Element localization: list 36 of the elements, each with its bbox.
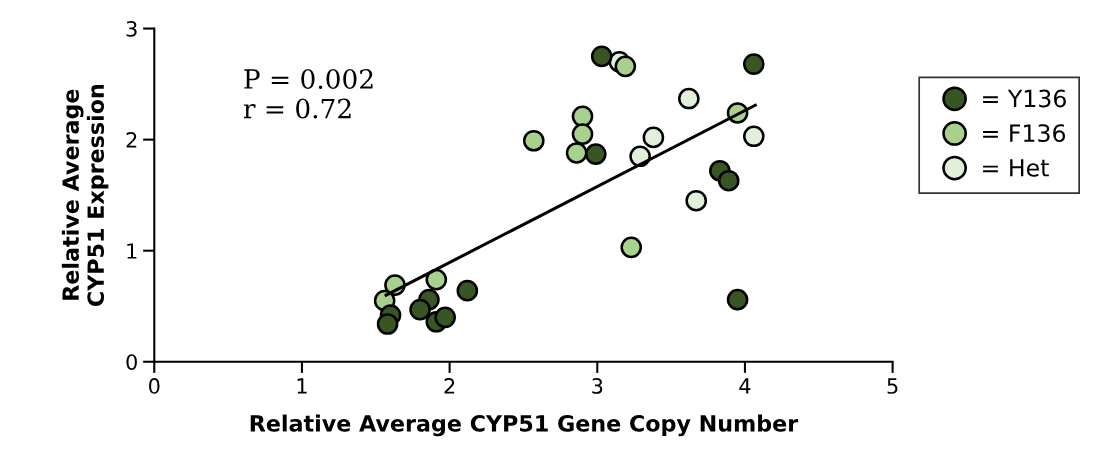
x-tick-label: 2 (444, 378, 455, 394)
point (742, 53, 765, 75)
point (726, 288, 749, 311)
x-tick-label: 0 (149, 378, 160, 394)
point (565, 142, 588, 164)
point (642, 126, 665, 149)
point (685, 189, 708, 212)
y-tick-label: 2 (126, 132, 137, 148)
point (614, 55, 637, 78)
point (434, 306, 457, 329)
y-axis-title: Relative Average CYP51 Expression (61, 84, 109, 307)
x-tick-label: 5 (887, 378, 898, 394)
point (620, 236, 643, 259)
point (717, 169, 740, 192)
y-tick-label: 3 (126, 21, 137, 37)
point (584, 143, 607, 165)
point (571, 123, 594, 145)
point (678, 87, 700, 110)
point (590, 45, 613, 68)
point (742, 125, 765, 148)
legend-label: = Y136 (983, 89, 1066, 108)
y-tick-label: 0 (126, 354, 137, 370)
point (425, 268, 448, 291)
x-tick-label: 1 (297, 378, 307, 394)
legend-label: = Het (983, 159, 1049, 177)
x-axis-title: Relative Average CYP51 Gene Copy Number (250, 414, 799, 437)
x-tick-label: 4 (739, 378, 751, 394)
x-tick-label: 3 (592, 378, 603, 394)
annotation: P = 0.002 r = 0.72 (243, 69, 373, 119)
point (409, 298, 431, 321)
point (522, 129, 545, 152)
point (456, 279, 479, 302)
y-tick-label: 1 (127, 243, 137, 259)
point (571, 105, 594, 128)
point (376, 313, 399, 335)
legend-label: = F136 (983, 124, 1066, 143)
